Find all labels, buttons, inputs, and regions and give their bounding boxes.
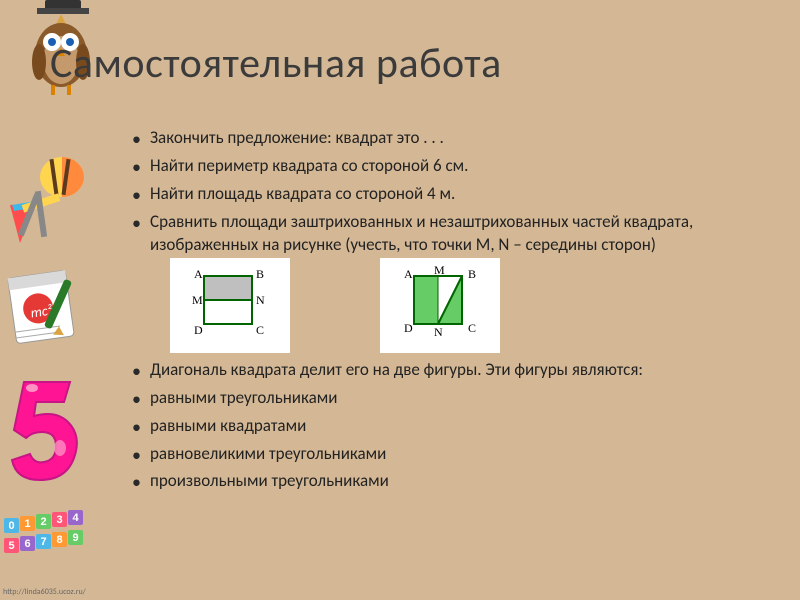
svg-text:1: 1 <box>24 518 30 530</box>
svg-text:M: M <box>434 264 445 277</box>
list-item: произвольными треугольниками <box>132 470 760 493</box>
content: Самостоятельная работа Закончить предлож… <box>0 0 800 498</box>
list-item: равными квадратами <box>132 415 760 438</box>
svg-text:2: 2 <box>40 516 46 528</box>
svg-text:5: 5 <box>8 540 14 552</box>
svg-text:N: N <box>434 325 443 339</box>
task-list-2: Диагональ квадрата делит его на две фигу… <box>50 359 760 494</box>
svg-text:7: 7 <box>40 536 46 548</box>
svg-text:4: 4 <box>72 512 79 524</box>
svg-text:M: M <box>192 293 203 307</box>
svg-text:D: D <box>194 323 203 337</box>
svg-text:A: A <box>404 267 413 281</box>
svg-text:B: B <box>256 267 264 281</box>
list-item: Найти периметр квадрата со стороной 6 см… <box>132 155 760 178</box>
svg-text:6: 6 <box>24 538 30 550</box>
svg-text:D: D <box>404 321 413 335</box>
list-item: Диагональ квадрата делит его на две фигу… <box>132 359 760 382</box>
figure-1: A B M N D C <box>170 258 290 353</box>
figure-2: A M B D N C <box>380 258 500 353</box>
svg-text:A: A <box>194 267 203 281</box>
svg-text:9: 9 <box>72 532 78 544</box>
svg-text:N: N <box>256 293 265 307</box>
list-item: Закончить предложение: квадрат это . . . <box>132 127 760 150</box>
list-item: Сравнить площади заштрихованных и незашт… <box>132 211 760 257</box>
footer-url: http://linda6035.ucoz.ru/ <box>3 587 86 597</box>
svg-text:3: 3 <box>56 514 62 526</box>
task-list: Закончить предложение: квадрат это . . .… <box>50 127 760 257</box>
svg-text:B: B <box>468 267 476 281</box>
svg-text:C: C <box>468 321 476 335</box>
number-blocks-icon: 0 1 2 3 4 5 6 7 8 9 <box>4 510 92 571</box>
svg-text:C: C <box>256 323 264 337</box>
list-item: равными треугольниками <box>132 387 760 410</box>
svg-text:8: 8 <box>56 534 62 546</box>
list-item: равновеликими треугольниками <box>132 443 760 466</box>
figures-row: A B M N D C A M B D N C <box>170 258 760 353</box>
svg-text:0: 0 <box>8 520 14 532</box>
list-item: Найти площадь квадрата со стороной 4 м. <box>132 183 760 206</box>
page-title: Самостоятельная работа <box>50 38 760 89</box>
